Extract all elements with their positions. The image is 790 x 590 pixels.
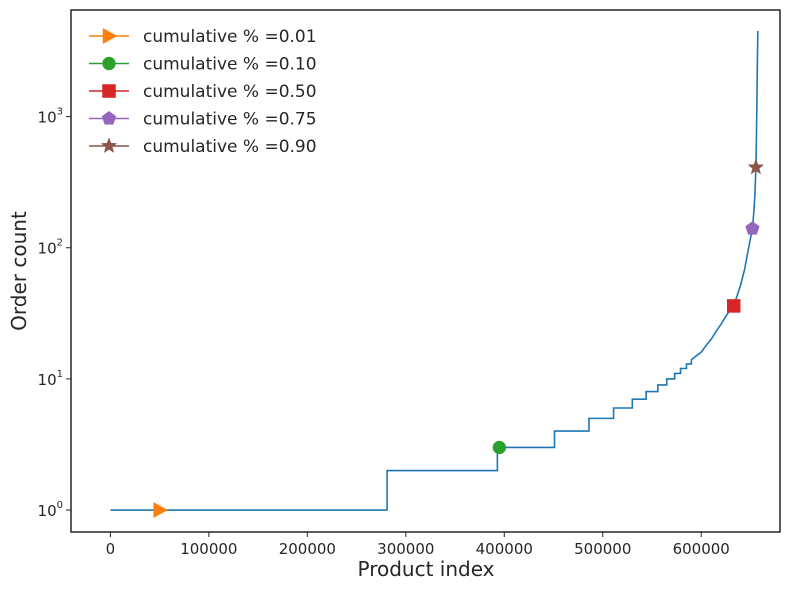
y-tick-exponent: 1 xyxy=(57,369,63,380)
marker-layer xyxy=(153,158,765,518)
y-tick-label: 102 xyxy=(38,238,63,258)
square-marker xyxy=(726,299,741,313)
triangle-right-marker xyxy=(153,502,169,518)
y-tick-label: 100 xyxy=(38,500,63,520)
y-tick-base: 10 xyxy=(38,109,57,127)
legend-label: cumulative % =0.90 xyxy=(143,137,317,157)
y-tick-base: 10 xyxy=(38,371,57,389)
legend-circle-marker xyxy=(102,56,116,71)
legend-pentagon-marker xyxy=(101,110,117,125)
y-tick-exponent: 3 xyxy=(57,107,63,118)
x-axis-ticks: 0 100000 200000 300000 400000 500000 600000 xyxy=(106,532,730,558)
y-axis-label: Order count xyxy=(7,211,31,331)
y-tick-base: 10 xyxy=(38,240,57,258)
x-tick-label: 0 xyxy=(106,540,116,558)
legend-star-marker xyxy=(100,137,118,154)
x-tick-label: 200000 xyxy=(279,540,336,558)
y-tick-label: 103 xyxy=(38,107,63,127)
pentagon-marker xyxy=(745,221,760,235)
series-layer xyxy=(110,30,759,511)
x-tick-label: 100000 xyxy=(180,540,237,558)
x-tick-label: 300000 xyxy=(377,540,434,558)
x-axis-label: Product index xyxy=(357,557,494,581)
legend-label: cumulative % =0.01 xyxy=(143,27,317,47)
legend-label: cumulative % =0.75 xyxy=(143,110,317,130)
x-tick-label: 600000 xyxy=(673,540,730,558)
star-marker xyxy=(747,158,765,175)
y-tick-exponent: 0 xyxy=(57,500,63,511)
order-count-line xyxy=(110,30,759,511)
x-tick-label: 500000 xyxy=(574,540,631,558)
legend-label: cumulative % =0.50 xyxy=(143,82,317,102)
legend-triangle-right-marker xyxy=(102,28,118,44)
legend: cumulative % =0.01 cumulative % =0.10 cumu… xyxy=(89,27,317,157)
circle-marker xyxy=(492,440,507,455)
y-tick-base: 10 xyxy=(38,502,57,520)
plot-frame xyxy=(70,9,781,533)
legend-label: cumulative % =0.10 xyxy=(143,55,317,75)
legend-square-marker xyxy=(102,84,116,98)
y-tick-label: 101 xyxy=(38,369,63,389)
x-tick-label: 400000 xyxy=(476,540,533,558)
y-tick-exponent: 2 xyxy=(57,238,63,249)
